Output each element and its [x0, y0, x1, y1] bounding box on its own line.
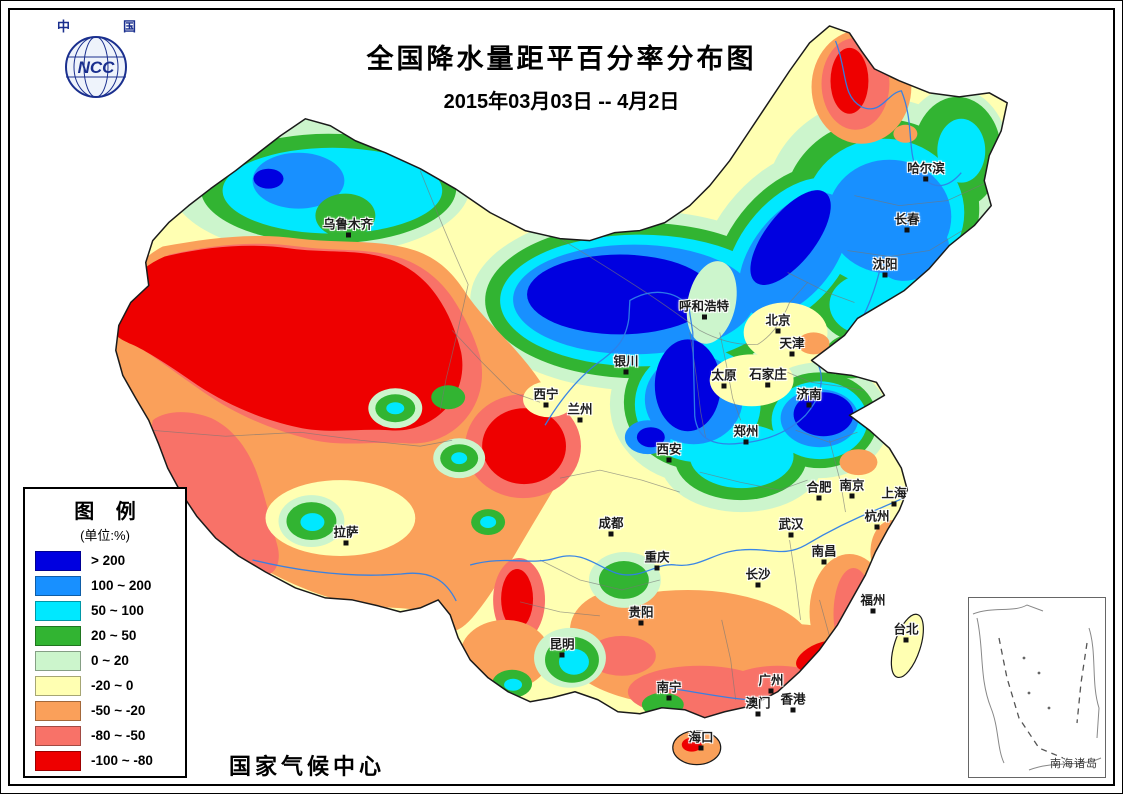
legend-label: 20 ~ 50 — [91, 628, 137, 643]
legend-label: -50 ~ -20 — [91, 703, 146, 718]
embedded-wet-spots — [265, 381, 684, 717]
inset-map — [972, 604, 1102, 771]
legend-item: 0 ~ 20 — [25, 648, 185, 673]
hainan-island — [672, 730, 722, 766]
legend-swatch — [35, 625, 81, 646]
legend-label: 50 ~ 100 — [91, 603, 144, 618]
legend-item: -20 ~ 0 — [25, 673, 185, 698]
legend-item: -100 ~ -80 — [25, 748, 185, 773]
legend-swatch — [35, 675, 81, 696]
legend-label: -100 ~ -80 — [91, 753, 153, 768]
inset-label: 南海诸岛 — [1050, 758, 1098, 770]
logo-country-left: 中 — [57, 19, 70, 34]
legend-swatch — [35, 725, 81, 746]
legend-items: > 200 100 ~ 200 50 ~ 100 20 ~ 50 0 ~ 20 -20 ~… — [25, 548, 185, 773]
province-borders — [150, 170, 985, 700]
logo-acronym: NCC — [78, 58, 116, 77]
legend-swatch — [35, 550, 81, 571]
source-label: 国家气候中心 — [229, 754, 386, 779]
legend-box: 图 例 (单位:%) > 200 100 ~ 200 50 ~ 100 20 ~ 50… — [23, 487, 187, 778]
rivers — [252, 40, 962, 701]
legend-label: -20 ~ 0 — [91, 678, 134, 693]
wet-regions — [170, 87, 1008, 513]
taiwan-island — [890, 613, 924, 679]
south-china-sea-inset: 南海诸岛 — [968, 597, 1106, 778]
legend-swatch — [35, 750, 81, 771]
ncc-logo: 中 国 NCC — [57, 19, 136, 98]
legend-item: > 200 — [25, 548, 185, 573]
legend-item: -50 ~ -20 — [25, 698, 185, 723]
legend-swatch — [35, 700, 81, 721]
dry-regions — [115, 29, 918, 718]
date-range: 2015年03月03日 -- 4月2日 — [443, 91, 680, 113]
legend-swatch — [35, 575, 81, 596]
legend-label: 0 ~ 20 — [91, 653, 129, 668]
legend-item: 50 ~ 100 — [25, 598, 185, 623]
legend-label: -80 ~ -50 — [91, 728, 146, 743]
legend-label: > 200 — [91, 553, 126, 568]
legend-unit: (单位:%) — [80, 528, 130, 543]
nine-dash-line — [998, 637, 1064, 759]
logo-country-right: 国 — [123, 19, 136, 34]
legend-title: 图 例 — [74, 501, 144, 523]
china-outline — [115, 25, 1008, 719]
legend-item: -80 ~ -50 — [25, 723, 185, 748]
legend-item: 20 ~ 50 — [25, 623, 185, 648]
page-title: 全国降水量距平百分率分布图 — [366, 44, 757, 74]
legend-item: 100 ~ 200 — [25, 573, 185, 598]
legend-swatch — [35, 600, 81, 621]
legend-swatch — [35, 650, 81, 671]
legend-label: 100 ~ 200 — [91, 578, 152, 593]
